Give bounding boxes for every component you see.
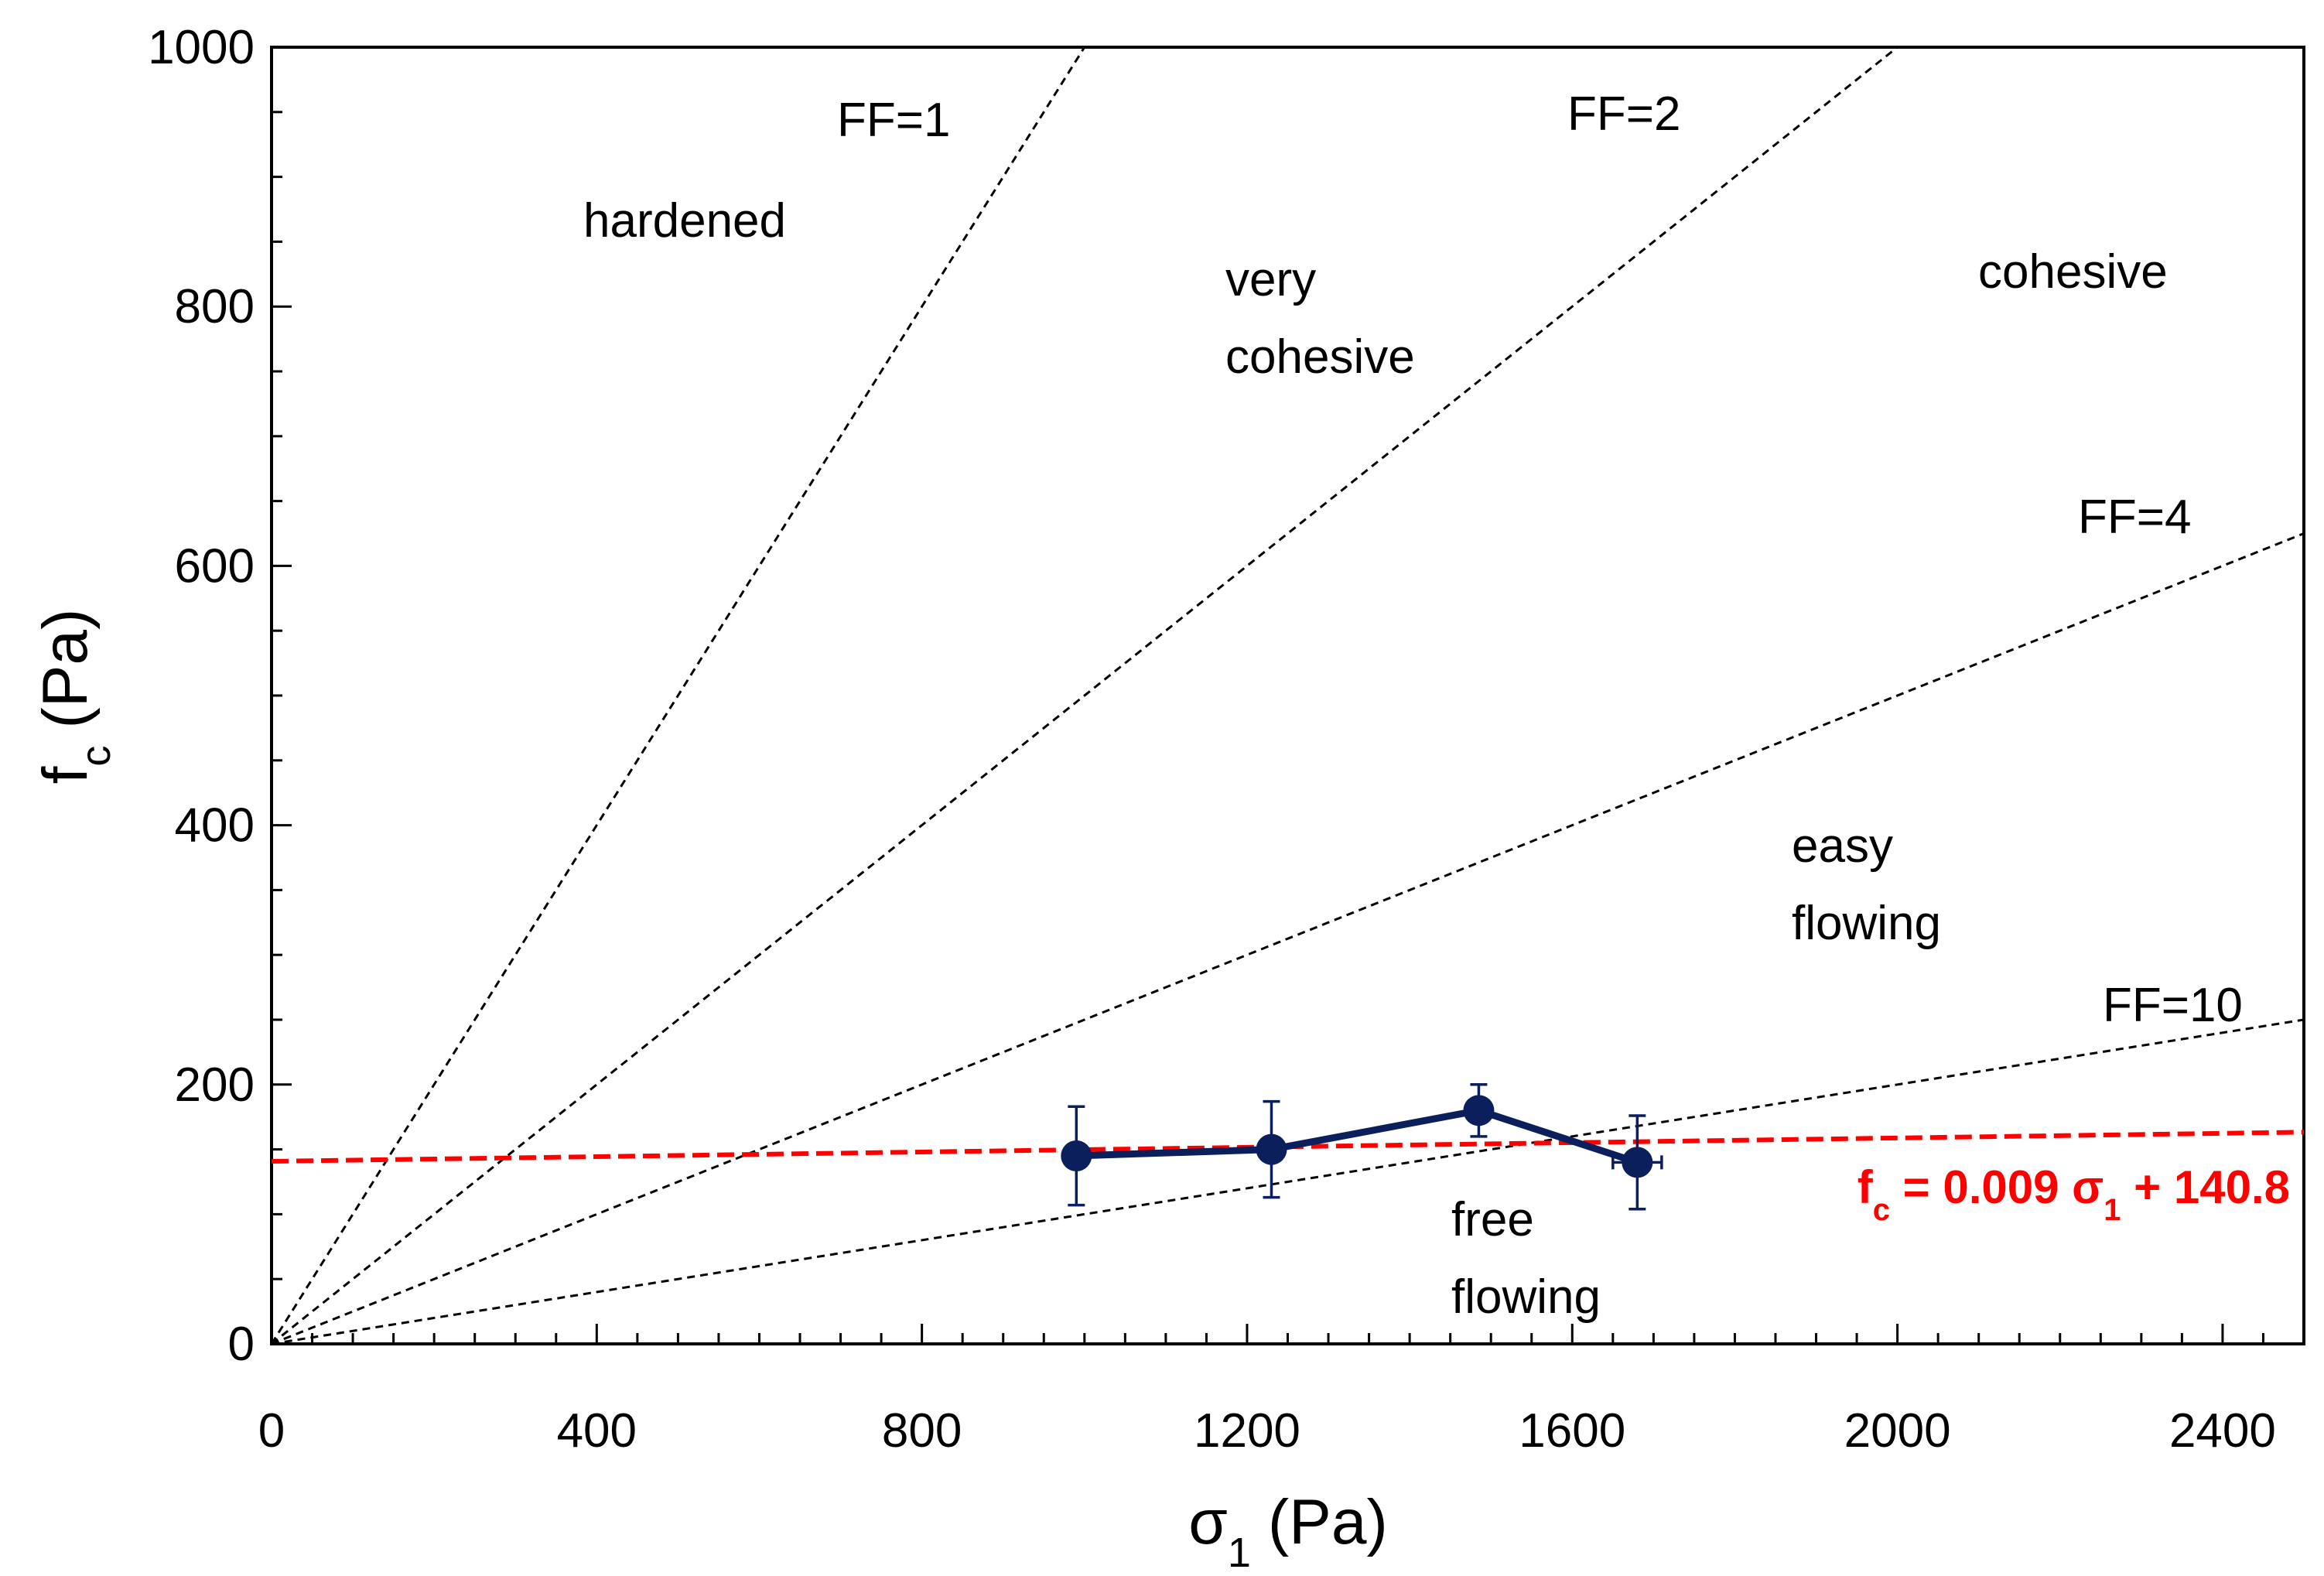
ff-label-1: FF=1	[837, 94, 950, 147]
y-axis: 0 200 400 600 800 1000	[148, 21, 292, 1371]
x-tick-label: 1200	[1194, 1404, 1300, 1458]
data-point	[1061, 1140, 1092, 1171]
y-tick-label: 600	[175, 539, 255, 593]
ff-line	[272, 1018, 2304, 1344]
x-tick-label: 2000	[1844, 1404, 1951, 1458]
x-axis-title-sub: 1	[1228, 1530, 1251, 1576]
fit-label-sigma-sub: 1	[2104, 1193, 2121, 1227]
region-easy-flowing-line1: easy	[1792, 819, 1893, 873]
data-series-group	[1061, 1083, 1663, 1211]
x-tick-label: 0	[258, 1404, 285, 1458]
x-tick-label: 800	[882, 1404, 962, 1458]
region-easy-flowing-line2: flowing	[1792, 897, 1941, 950]
x-axis-title: σ1 (Pa)	[1188, 1487, 1388, 1576]
x-axis-title-symbol: σ	[1188, 1487, 1228, 1557]
region-hardened: hardened	[583, 194, 786, 248]
ff-label-4: FF=4	[2078, 491, 2191, 544]
data-point	[1463, 1095, 1495, 1126]
ff-label-10: FF=10	[2103, 979, 2243, 1032]
region-very-cohesive-line2: cohesive	[1225, 330, 1415, 384]
y-axis-title-sub: c	[73, 746, 119, 767]
x-tick-label: 400	[557, 1404, 637, 1458]
region-very-cohesive-line1: very	[1225, 253, 1316, 306]
y-tick-label: 200	[175, 1058, 255, 1112]
fit-label-middle: = 0.009 σ	[1890, 1161, 2104, 1213]
x-tick-label: 2400	[2169, 1404, 2276, 1458]
y-axis-title: fc (Pa)	[30, 609, 119, 785]
y-axis-title-symbol: f	[30, 766, 101, 784]
ff-line	[272, 532, 2304, 1344]
fit-label-fc: f	[1857, 1161, 1874, 1213]
x-axis-title-unit: (Pa)	[1268, 1487, 1388, 1557]
flow-function-lines	[272, 47, 2304, 1344]
y-tick-label: 400	[175, 799, 255, 853]
region-free-flowing-line1: free	[1451, 1193, 1534, 1246]
series-line	[1076, 1106, 1639, 1166]
ff-label-2: FF=2	[1567, 87, 1680, 141]
region-cohesive: cohesive	[1978, 245, 2168, 299]
x-tick-label: 1600	[1519, 1404, 1625, 1458]
region-free-flowing-line2: flowing	[1451, 1270, 1601, 1324]
ff-line	[272, 47, 1086, 1344]
y-axis-title-unit: (Pa)	[30, 609, 101, 729]
y-tick-label: 1000	[148, 21, 255, 74]
data-point	[1622, 1147, 1653, 1178]
y-tick-label: 0	[228, 1318, 255, 1371]
ff-line	[272, 47, 1899, 1344]
data-point	[1256, 1133, 1287, 1165]
fit-equation-label: fc = 0.009 σ1 + 140.8	[1857, 1161, 2290, 1227]
x-axis: 0 400 800 1200 1600 2000 2400	[258, 1324, 2305, 1458]
fit-label-suffix: + 140.8	[2121, 1161, 2290, 1213]
plot-area	[270, 46, 2305, 1345]
y-tick-label: 800	[175, 280, 255, 333]
fit-label-fc-sub: c	[1873, 1193, 1890, 1227]
